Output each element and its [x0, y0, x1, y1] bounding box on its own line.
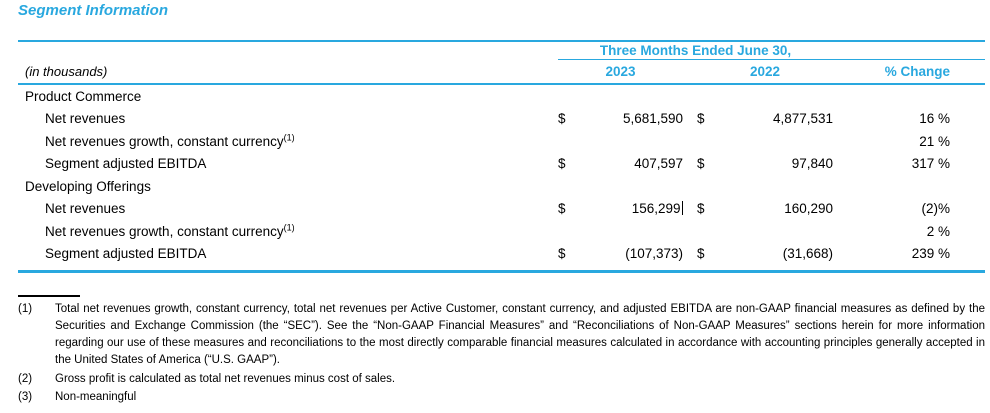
page-title: Segment Information — [18, 2, 169, 19]
value-2023: 156,299 — [572, 201, 683, 216]
table-row: Segment adjusted EBITDA $ 407,597 $ 97,8… — [18, 153, 985, 176]
row-label: Segment adjusted EBITDA — [45, 156, 207, 172]
column-header-pct-change: % Change — [884, 63, 950, 79]
table-row: Net revenues growth, constant currency(1… — [18, 130, 985, 153]
footnote-reference: (1) — [283, 222, 295, 233]
currency-symbol-2022: $ — [697, 246, 705, 262]
segment-information-table: Three Months Ended June 30, (in thousand… — [18, 40, 985, 273]
footnote-text: Non-meaningful — [55, 391, 137, 403]
table-header: Three Months Ended June 30, (in thousand… — [18, 40, 985, 85]
column-group-row: Three Months Ended June 30, — [18, 42, 985, 60]
footnote: (2) Gross profit is calculated as total … — [18, 371, 985, 388]
table-row: Net revenues $ 156,299 $ 160,290 (2)% — [18, 198, 985, 221]
currency-symbol-2022: $ — [697, 111, 705, 127]
table-row: Product Commerce — [18, 85, 985, 108]
column-header-2023: 2023 — [605, 63, 636, 79]
currency-symbol-2023: $ — [558, 111, 566, 127]
footnote-separator — [18, 295, 80, 297]
currency-symbol-2022: $ — [697, 156, 705, 172]
table-row: Segment adjusted EBITDA $ (107,373) $ (3… — [18, 243, 985, 266]
currency-symbol-2023: $ — [558, 201, 566, 217]
pct-change-value: (2)% — [921, 201, 950, 217]
table-body: Product Commerce Net revenues $ 5,681,59… — [18, 85, 985, 273]
row-label: Net revenues — [45, 201, 126, 217]
currency-symbol-2022: $ — [697, 201, 705, 217]
pct-change-value: 16 % — [919, 111, 950, 127]
pct-change-value: 2 % — [926, 223, 950, 239]
footnote-text: Gross profit is calculated as total net … — [55, 372, 396, 385]
footnotes-section: (1) Total net revenues growth, constant … — [18, 301, 985, 406]
footnote-marker: (1) — [18, 303, 33, 315]
row-label: Net revenues growth, constant currency(1… — [45, 222, 295, 239]
table-row: Developing Offerings — [18, 175, 985, 198]
value-2022: 160,290 — [784, 201, 833, 217]
currency-symbol-2023: $ — [558, 156, 566, 172]
unit-label: (in thousands) — [25, 63, 108, 79]
currency-symbol-2023: $ — [558, 246, 566, 262]
footnote-marker: (3) — [18, 391, 33, 403]
footnote-text: Total net revenues growth, constant curr… — [55, 303, 985, 366]
row-label: Net revenues growth, constant currency(1… — [45, 132, 295, 149]
row-label: Developing Offerings — [25, 178, 151, 194]
footnote-marker: (2) — [18, 372, 33, 385]
footnote-reference: (1) — [283, 132, 295, 143]
pct-change-value: 317 % — [911, 156, 950, 172]
value-2023: 5,681,590 — [622, 111, 683, 127]
footnote: (1) Total net revenues growth, constant … — [18, 301, 985, 369]
value-2022: 97,840 — [791, 156, 833, 172]
value-2023: (107,373) — [625, 246, 683, 262]
value-2022: 4,877,531 — [772, 111, 833, 127]
footnote: (3) Non-meaningful — [18, 389, 985, 406]
table-row: Net revenues $ 5,681,590 $ 4,877,531 16 … — [18, 108, 985, 131]
row-label: Net revenues — [45, 111, 126, 127]
row-label: Product Commerce — [25, 88, 142, 104]
pct-change-value: 21 % — [919, 133, 950, 149]
column-group-cell: Three Months Ended June 30, — [558, 42, 985, 60]
table-row: Net revenues growth, constant currency(1… — [18, 220, 985, 243]
column-group-header: Three Months Ended June 30, — [599, 42, 792, 58]
pct-change-value: 239 % — [911, 246, 950, 262]
value-2023: 407,597 — [634, 156, 683, 172]
column-header-row: (in thousands) 2023 2022 % Change — [18, 59, 985, 85]
value-2022: (31,668) — [782, 246, 833, 262]
text-cursor — [681, 201, 683, 216]
row-label: Segment adjusted EBITDA — [45, 246, 207, 262]
column-header-2022: 2022 — [749, 63, 781, 79]
